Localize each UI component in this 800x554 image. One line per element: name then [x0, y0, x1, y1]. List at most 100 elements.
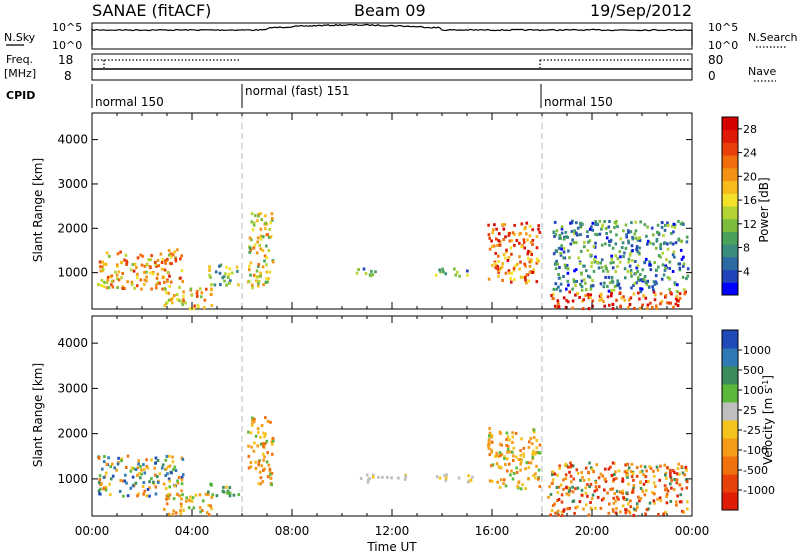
- scatter-cell: [625, 235, 628, 239]
- scatter-cell: [627, 230, 630, 234]
- scatter-cell: [622, 229, 625, 233]
- scatter-cell: [111, 285, 115, 289]
- scatter-cell: [604, 467, 607, 471]
- scatter-cell: [264, 280, 268, 284]
- scatter-cell: [532, 268, 535, 272]
- scatter-cell: [668, 287, 671, 291]
- scatter-cell: [580, 272, 583, 276]
- scatter-cell: [270, 471, 274, 475]
- scatter-cell: [205, 511, 209, 515]
- scatter-cell: [562, 246, 566, 250]
- scatter-cell: [210, 495, 214, 499]
- scatter-cell: [536, 257, 539, 261]
- colorbar-tick-label: 28: [743, 123, 757, 136]
- scatter-cell: [595, 488, 599, 492]
- scatter-cell: [587, 471, 591, 475]
- scatter-cell: [600, 243, 604, 247]
- scatter-cell: [649, 268, 653, 272]
- scatter-cell: [654, 274, 658, 278]
- scatter-cell: [622, 295, 625, 299]
- scatter-cell: [508, 232, 511, 235]
- scatter-cell: [580, 288, 584, 292]
- scatter-cell: [261, 249, 265, 253]
- scatter-cell: [654, 485, 657, 488]
- scatter-cell: [557, 498, 561, 501]
- scatter-cell: [229, 279, 232, 283]
- y-tick-label: 4000: [57, 336, 88, 350]
- scatter-cell: [608, 239, 611, 243]
- scatter-cell: [180, 489, 183, 493]
- scatter-cell: [603, 488, 606, 492]
- scatter-cell: [116, 265, 119, 268]
- scatter-cell: [435, 475, 439, 479]
- scatter-cell: [502, 227, 506, 231]
- scatter-cell: [258, 470, 262, 474]
- scatter-cell: [594, 232, 597, 236]
- scatter-cell: [548, 485, 551, 489]
- scatter-cell: [653, 474, 656, 478]
- scatter-cell: [655, 281, 658, 285]
- nsearch-tick-top: 10^5: [708, 21, 738, 34]
- scatter-cell: [102, 267, 105, 271]
- x-tick-label: 20:00: [575, 524, 610, 538]
- scatter-cell: [531, 242, 534, 246]
- power-ylabel: Slant Range [km]: [31, 158, 45, 262]
- scatter-cell: [164, 474, 167, 477]
- nsky-panel-frame: [91, 22, 693, 50]
- scatter-cell: [497, 260, 500, 263]
- scatter-cell: [253, 441, 256, 445]
- scatter-cell: [573, 231, 576, 235]
- scatter-cell: [512, 268, 516, 272]
- scatter-cell: [118, 489, 122, 493]
- scatter-cell: [562, 487, 565, 491]
- scatter-cell: [653, 492, 656, 496]
- scatter-cell: [658, 496, 662, 500]
- colorbar-segment: [722, 206, 738, 220]
- scatter-cell: [637, 291, 640, 295]
- scatter-cell: [171, 512, 175, 516]
- scatter-cell: [225, 485, 228, 489]
- scatter-cell: [628, 264, 632, 268]
- scatter-cell: [584, 491, 588, 495]
- scatter-cell: [507, 445, 510, 448]
- scatter-cell: [169, 252, 173, 256]
- scatter-cell: [639, 290, 643, 294]
- scatter-cell: [255, 279, 258, 283]
- scatter-cell: [630, 475, 634, 479]
- scatter-cell: [156, 258, 160, 262]
- scatter-cell: [174, 257, 178, 261]
- scatter-cell: [532, 473, 535, 477]
- scatter-cell: [663, 463, 666, 467]
- scatter-cell: [547, 495, 550, 499]
- scatter-cell: [504, 271, 508, 275]
- scatter-cell: [490, 479, 494, 483]
- scatter-cell: [171, 455, 174, 459]
- scatter-cell: [559, 252, 562, 255]
- scatter-cell: [195, 289, 199, 293]
- scatter-cell: [249, 248, 252, 252]
- scatter-cell: [556, 491, 560, 494]
- scatter-cell: [109, 493, 112, 497]
- colorbar-segment: [722, 231, 738, 245]
- scatter-cell: [259, 234, 263, 238]
- scatter-cell: [268, 270, 272, 274]
- scatter-cell: [143, 278, 147, 282]
- scatter-cell: [264, 432, 267, 436]
- scatter-cell: [499, 432, 502, 435]
- scatter-cell: [381, 475, 384, 479]
- colorbar-segment: [722, 193, 738, 207]
- scatter-cell: [218, 271, 222, 275]
- scatter-cell: [362, 267, 366, 271]
- scatter-cell: [123, 479, 127, 483]
- scatter-cell: [511, 477, 515, 481]
- scatter-cell: [519, 231, 522, 235]
- scatter-cell: [606, 269, 610, 273]
- scatter-cell: [152, 482, 156, 486]
- scatter-cell: [673, 471, 676, 474]
- scatter-cell: [556, 262, 559, 266]
- scatter-cell: [162, 482, 166, 486]
- scatter-cell: [610, 473, 614, 477]
- scatter-cell: [602, 285, 606, 289]
- scatter-cell: [682, 264, 685, 268]
- scatter-cell: [506, 469, 509, 473]
